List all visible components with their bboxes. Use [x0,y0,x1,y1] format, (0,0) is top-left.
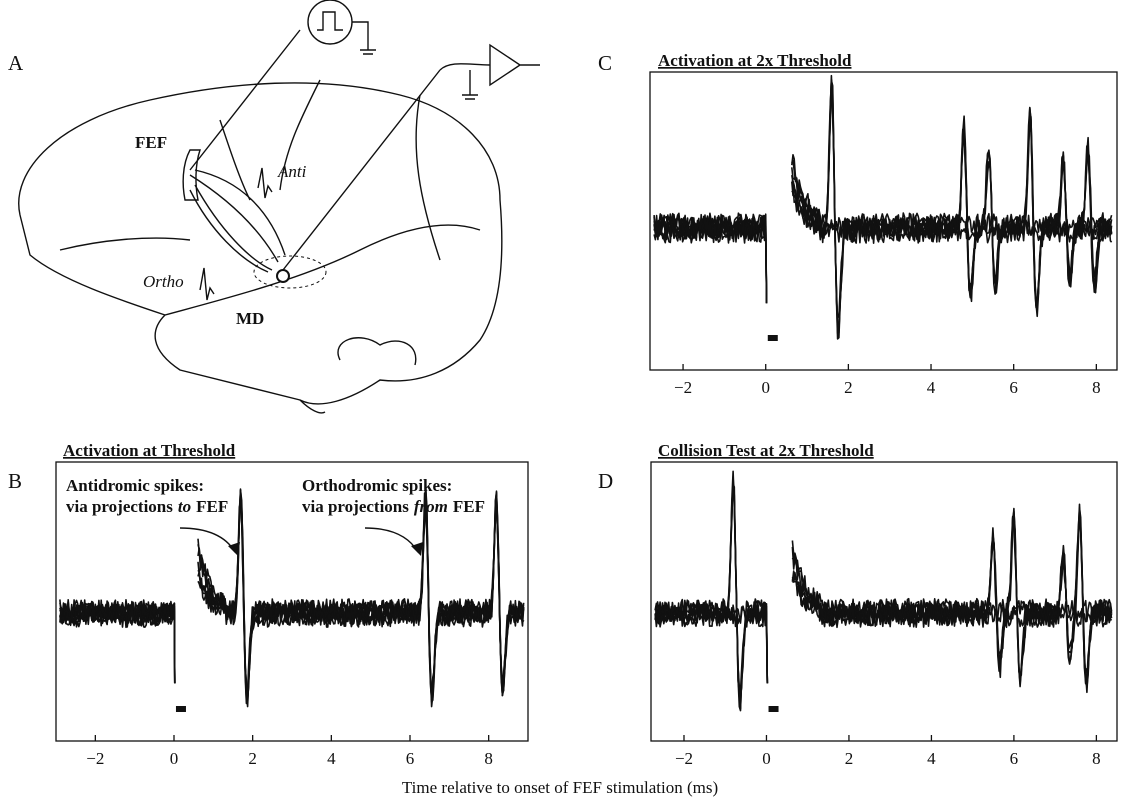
stim-electrode [189,29,301,171]
annotation: via projections from FEF [302,497,485,516]
annotation: from [414,497,448,516]
sulcus [279,79,321,191]
plot-frame [55,461,529,742]
x-tick-label: 0 [762,749,771,768]
x-tick-label: −2 [674,378,692,397]
brain-diagram [18,0,540,414]
panel-title: Activation at Threshold [63,441,236,460]
trace [653,90,1113,328]
x-tick-label: 6 [406,749,415,768]
trace [654,515,1113,688]
x-tick-label: 2 [248,749,257,768]
plot-frame [650,461,1118,742]
trace [654,482,1113,696]
trace [654,481,1113,693]
trace [654,476,1113,704]
sulcus [164,224,481,316]
ground [352,21,376,55]
annotation: Ortho [143,272,184,291]
annotation: FEF [196,497,228,516]
md-region [253,255,327,289]
annotation: Orthodromic spikes: [302,476,452,495]
x-tick-label: −2 [86,749,104,768]
trace [654,507,1113,685]
x-tick-label: 6 [1009,378,1018,397]
arrowhead [228,542,240,556]
x-tick-label: 6 [1010,749,1019,768]
x-tick-label: 4 [327,749,336,768]
panel-label: D [598,469,613,493]
annotation: FEF [453,497,485,516]
x-tick-label: −2 [675,749,693,768]
projection-arrows [189,169,286,273]
stimulator [307,0,353,45]
x-tick-label: 4 [927,749,936,768]
panel-title: Activation at 2x Threshold [658,51,852,70]
x-tick-label: 0 [761,378,770,397]
sulcus [415,94,441,261]
x-axis-label: Time relative to onset of FEF stimulatio… [402,778,718,797]
x-tick-label: 4 [927,378,936,397]
trace [653,79,1113,335]
ground [462,70,478,100]
annotation-group: Antidromic spikes: via projections to FEF … [66,476,485,516]
annotation: via projections [302,497,409,516]
brain-outline [18,82,503,405]
trace [59,497,525,701]
trace [59,483,525,705]
trace [653,74,1113,340]
cerebellum [337,337,417,366]
annotation: via projections to FEF [66,497,228,516]
sulcus [219,119,251,201]
brainstem [299,399,326,414]
stimulus-marker [175,706,186,712]
trace [59,487,525,708]
annotation: FEF [135,133,167,152]
annotation: Antidromic spikes: [66,476,204,495]
x-tick-label: 2 [844,378,853,397]
x-tick-label: 2 [845,749,854,768]
arrow [364,527,419,553]
rec-electrode [282,69,441,271]
x-tick-label: 0 [170,749,179,768]
stimulus-marker [767,335,778,341]
annotation: to [178,497,191,516]
trace [653,115,1113,304]
trace [59,488,525,700]
sulcus [59,237,191,251]
trace [654,483,1113,710]
annotation: via projections [66,497,173,516]
arrowhead [411,542,423,556]
panel-label: A [8,51,24,75]
arrow [179,527,236,553]
pulse-icon [317,11,343,31]
annotation: MD [236,309,264,328]
stimulus-marker [768,706,779,712]
x-tick-label: 8 [484,749,493,768]
spike-icons [199,167,273,301]
panel-label: B [8,469,22,493]
trace [59,490,525,708]
trace [654,470,1113,712]
trace [653,88,1113,330]
annotation: Anti [277,162,307,181]
panel-title: Collision Test at 2x Threshold [658,441,874,460]
md-site [276,269,290,283]
x-tick-label: 8 [1092,378,1101,397]
trace [59,492,525,699]
x-tick-label: 8 [1092,749,1101,768]
trace [653,78,1113,319]
plot-frame [649,71,1118,371]
trace [59,489,525,702]
panel-label: C [598,51,612,75]
amplifier [439,43,540,87]
